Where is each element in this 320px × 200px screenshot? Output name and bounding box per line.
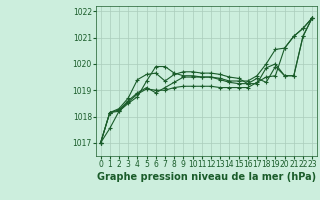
X-axis label: Graphe pression niveau de la mer (hPa): Graphe pression niveau de la mer (hPa)	[97, 172, 316, 182]
